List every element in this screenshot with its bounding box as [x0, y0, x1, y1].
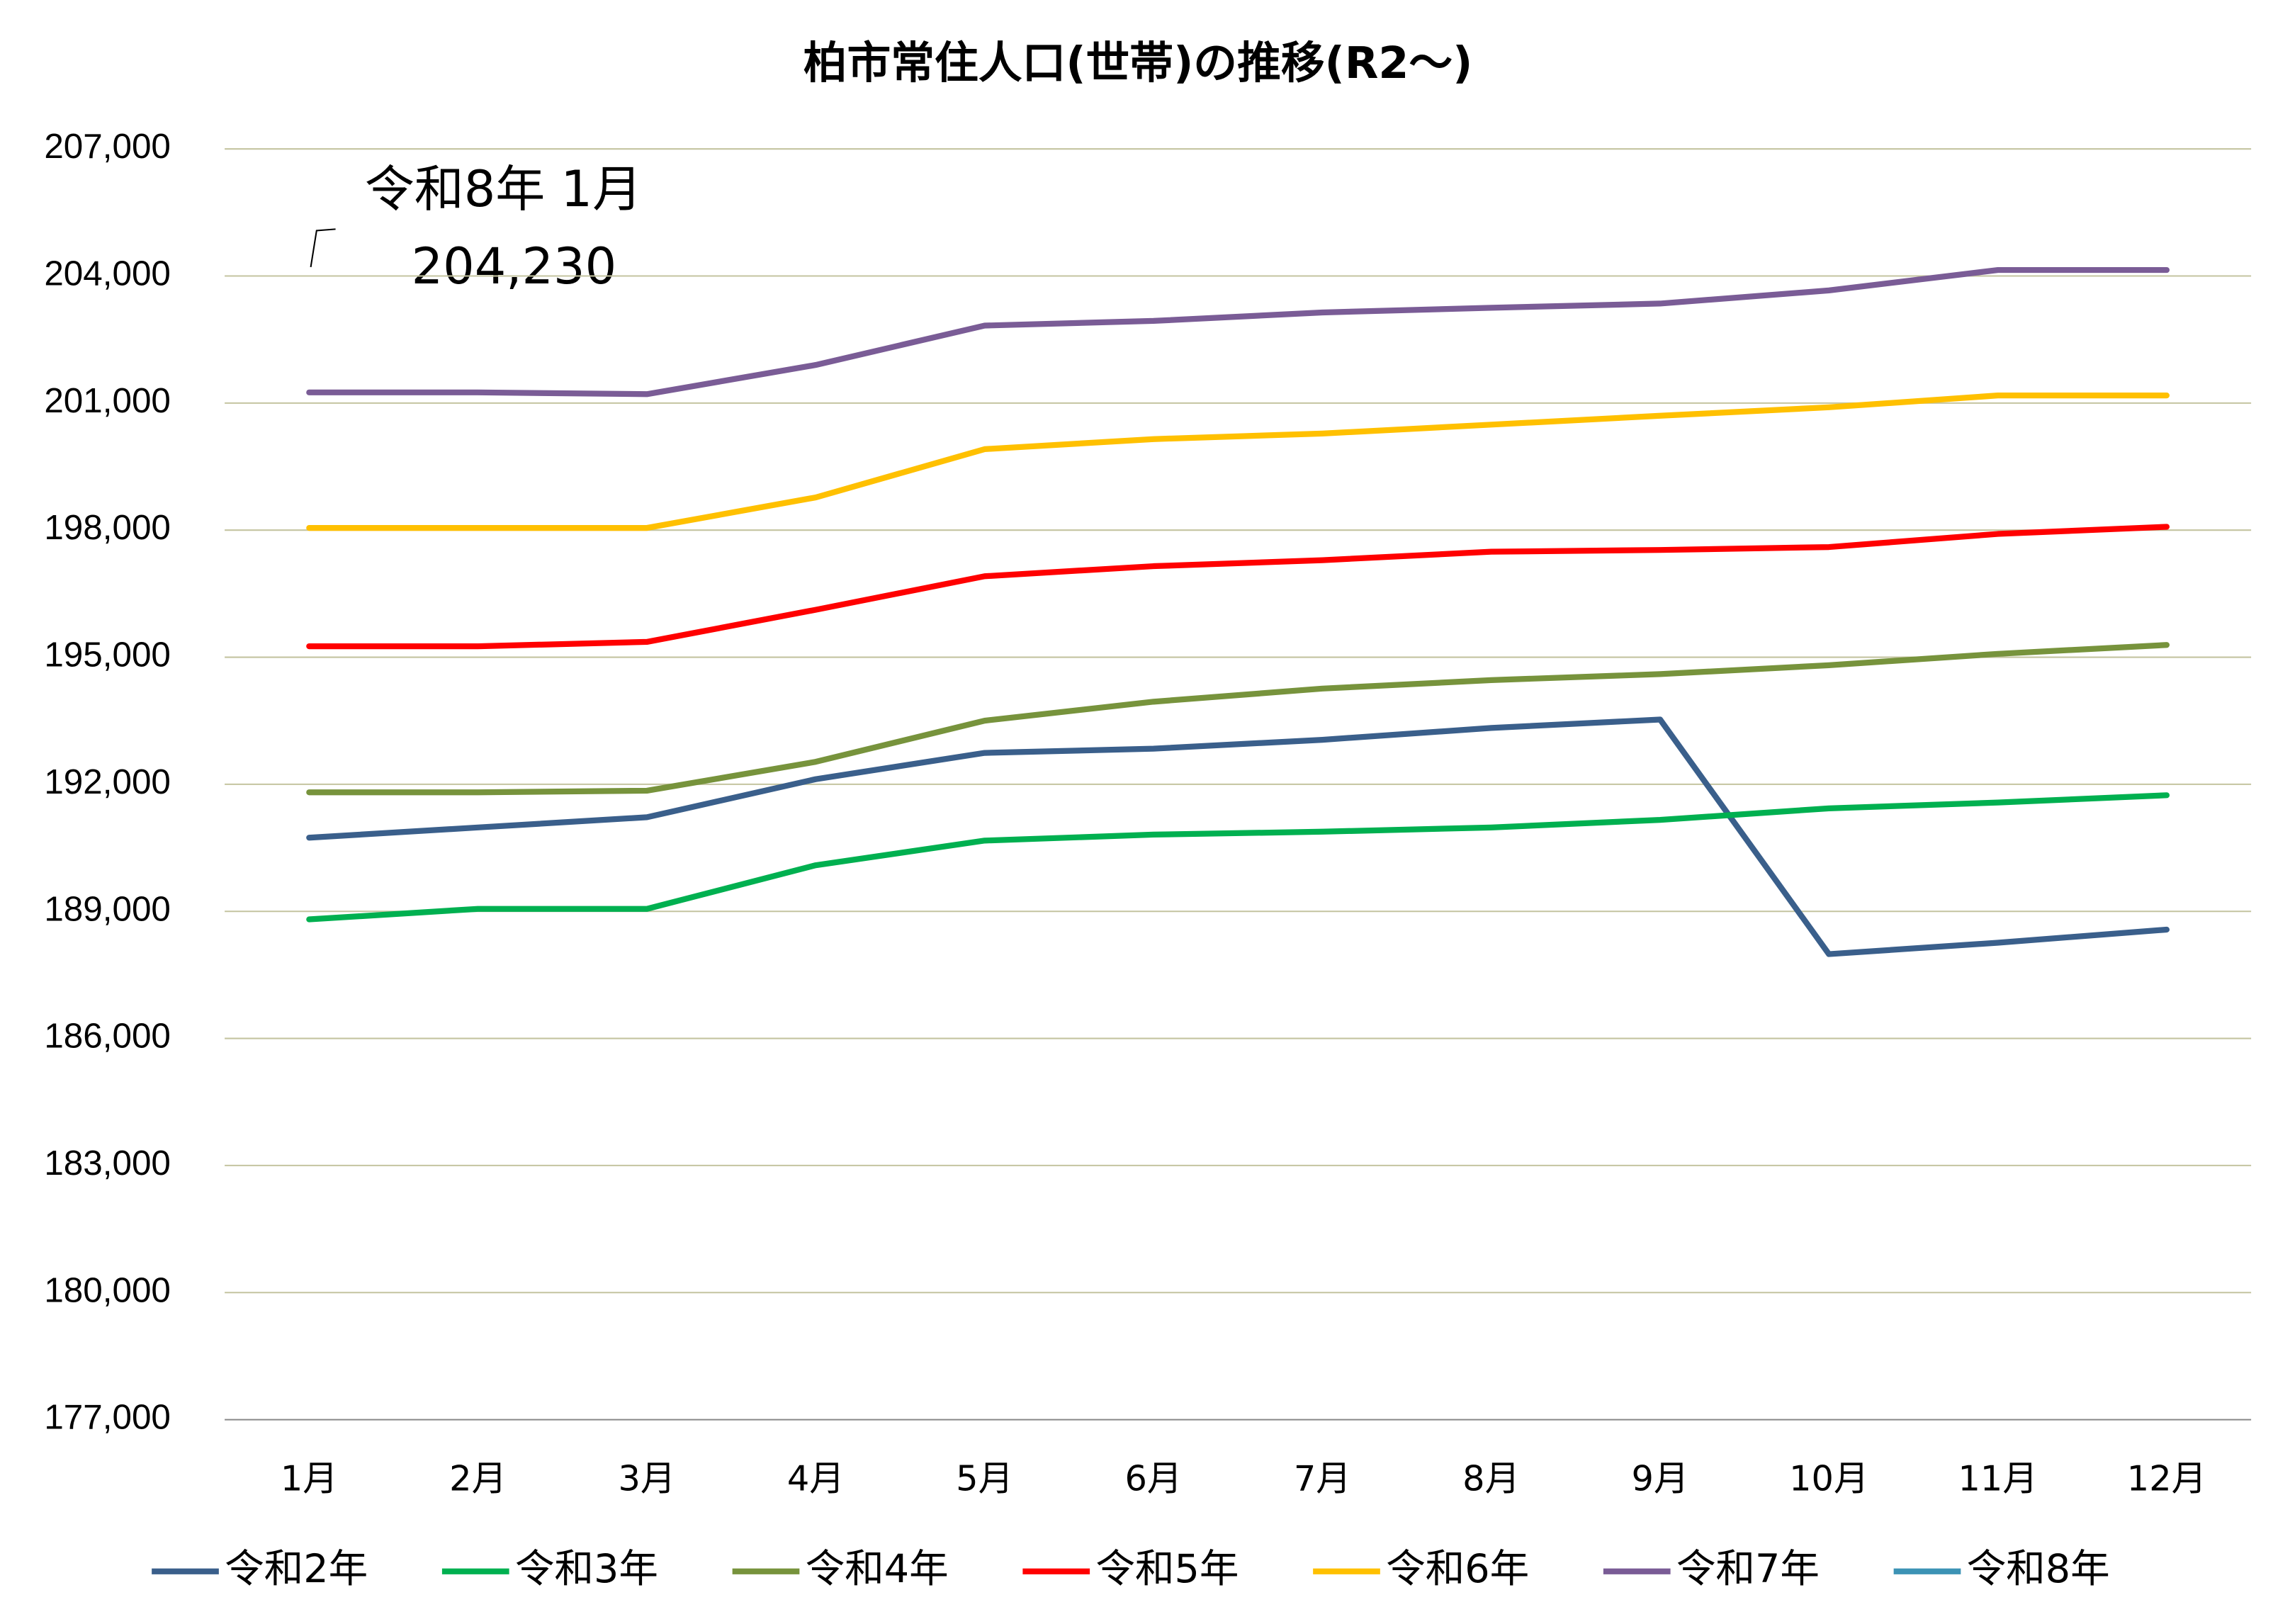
legend-label: 令和7年 [1676, 1546, 1820, 1592]
y-tick-label: 177,000 [44, 1398, 171, 1437]
x-tick-label: 5月 [956, 1458, 1013, 1499]
series-line [306, 716, 2170, 957]
legend-label: 令和6年 [1386, 1546, 1529, 1592]
annotation: 令和8年 1月 [365, 160, 642, 218]
x-tick-label: 11月 [1958, 1458, 2037, 1499]
legend-label: 令和8年 [1967, 1546, 2110, 1592]
y-tick-label: 189,000 [44, 889, 171, 928]
y-tick-label: 198,000 [44, 508, 171, 547]
y-tick-label: 180,000 [44, 1270, 171, 1309]
y-tick-label: 192,000 [44, 762, 171, 801]
series-line [306, 524, 2170, 650]
legend-label: 令和3年 [515, 1546, 658, 1592]
chart-title: 柏市常住人口(世帯)の推移(R2～) [803, 38, 1473, 89]
x-tick-label: 1月 [281, 1458, 338, 1499]
series-line [306, 642, 2170, 796]
legend-label: 令和5年 [1095, 1546, 1239, 1592]
leader-line [310, 228, 336, 268]
legend-label: 令和4年 [806, 1546, 949, 1592]
series-line [306, 266, 2170, 397]
x-tick-label: 2月 [449, 1458, 507, 1499]
annotation: 204,230 [412, 237, 616, 295]
y-tick-label: 207,000 [44, 127, 171, 166]
x-tick-label: 6月 [1125, 1458, 1183, 1499]
x-tick-label: 10月 [1789, 1458, 1868, 1499]
y-tick-label: 201,000 [44, 381, 171, 420]
x-tick-label: 9月 [1632, 1458, 1689, 1499]
series-line [306, 393, 2170, 531]
x-tick-label: 7月 [1294, 1458, 1351, 1499]
y-tick-label: 183,000 [44, 1144, 171, 1183]
x-tick-label: 12月 [2127, 1458, 2206, 1499]
y-tick-label: 204,000 [44, 254, 171, 293]
y-tick-label: 195,000 [44, 636, 171, 675]
legend-label: 令和2年 [225, 1546, 368, 1592]
series-line [306, 792, 2170, 923]
x-tick-label: 8月 [1462, 1458, 1520, 1499]
y-tick-label: 186,000 [44, 1017, 171, 1056]
x-tick-label: 4月 [787, 1458, 845, 1499]
x-tick-label: 3月 [619, 1458, 676, 1499]
